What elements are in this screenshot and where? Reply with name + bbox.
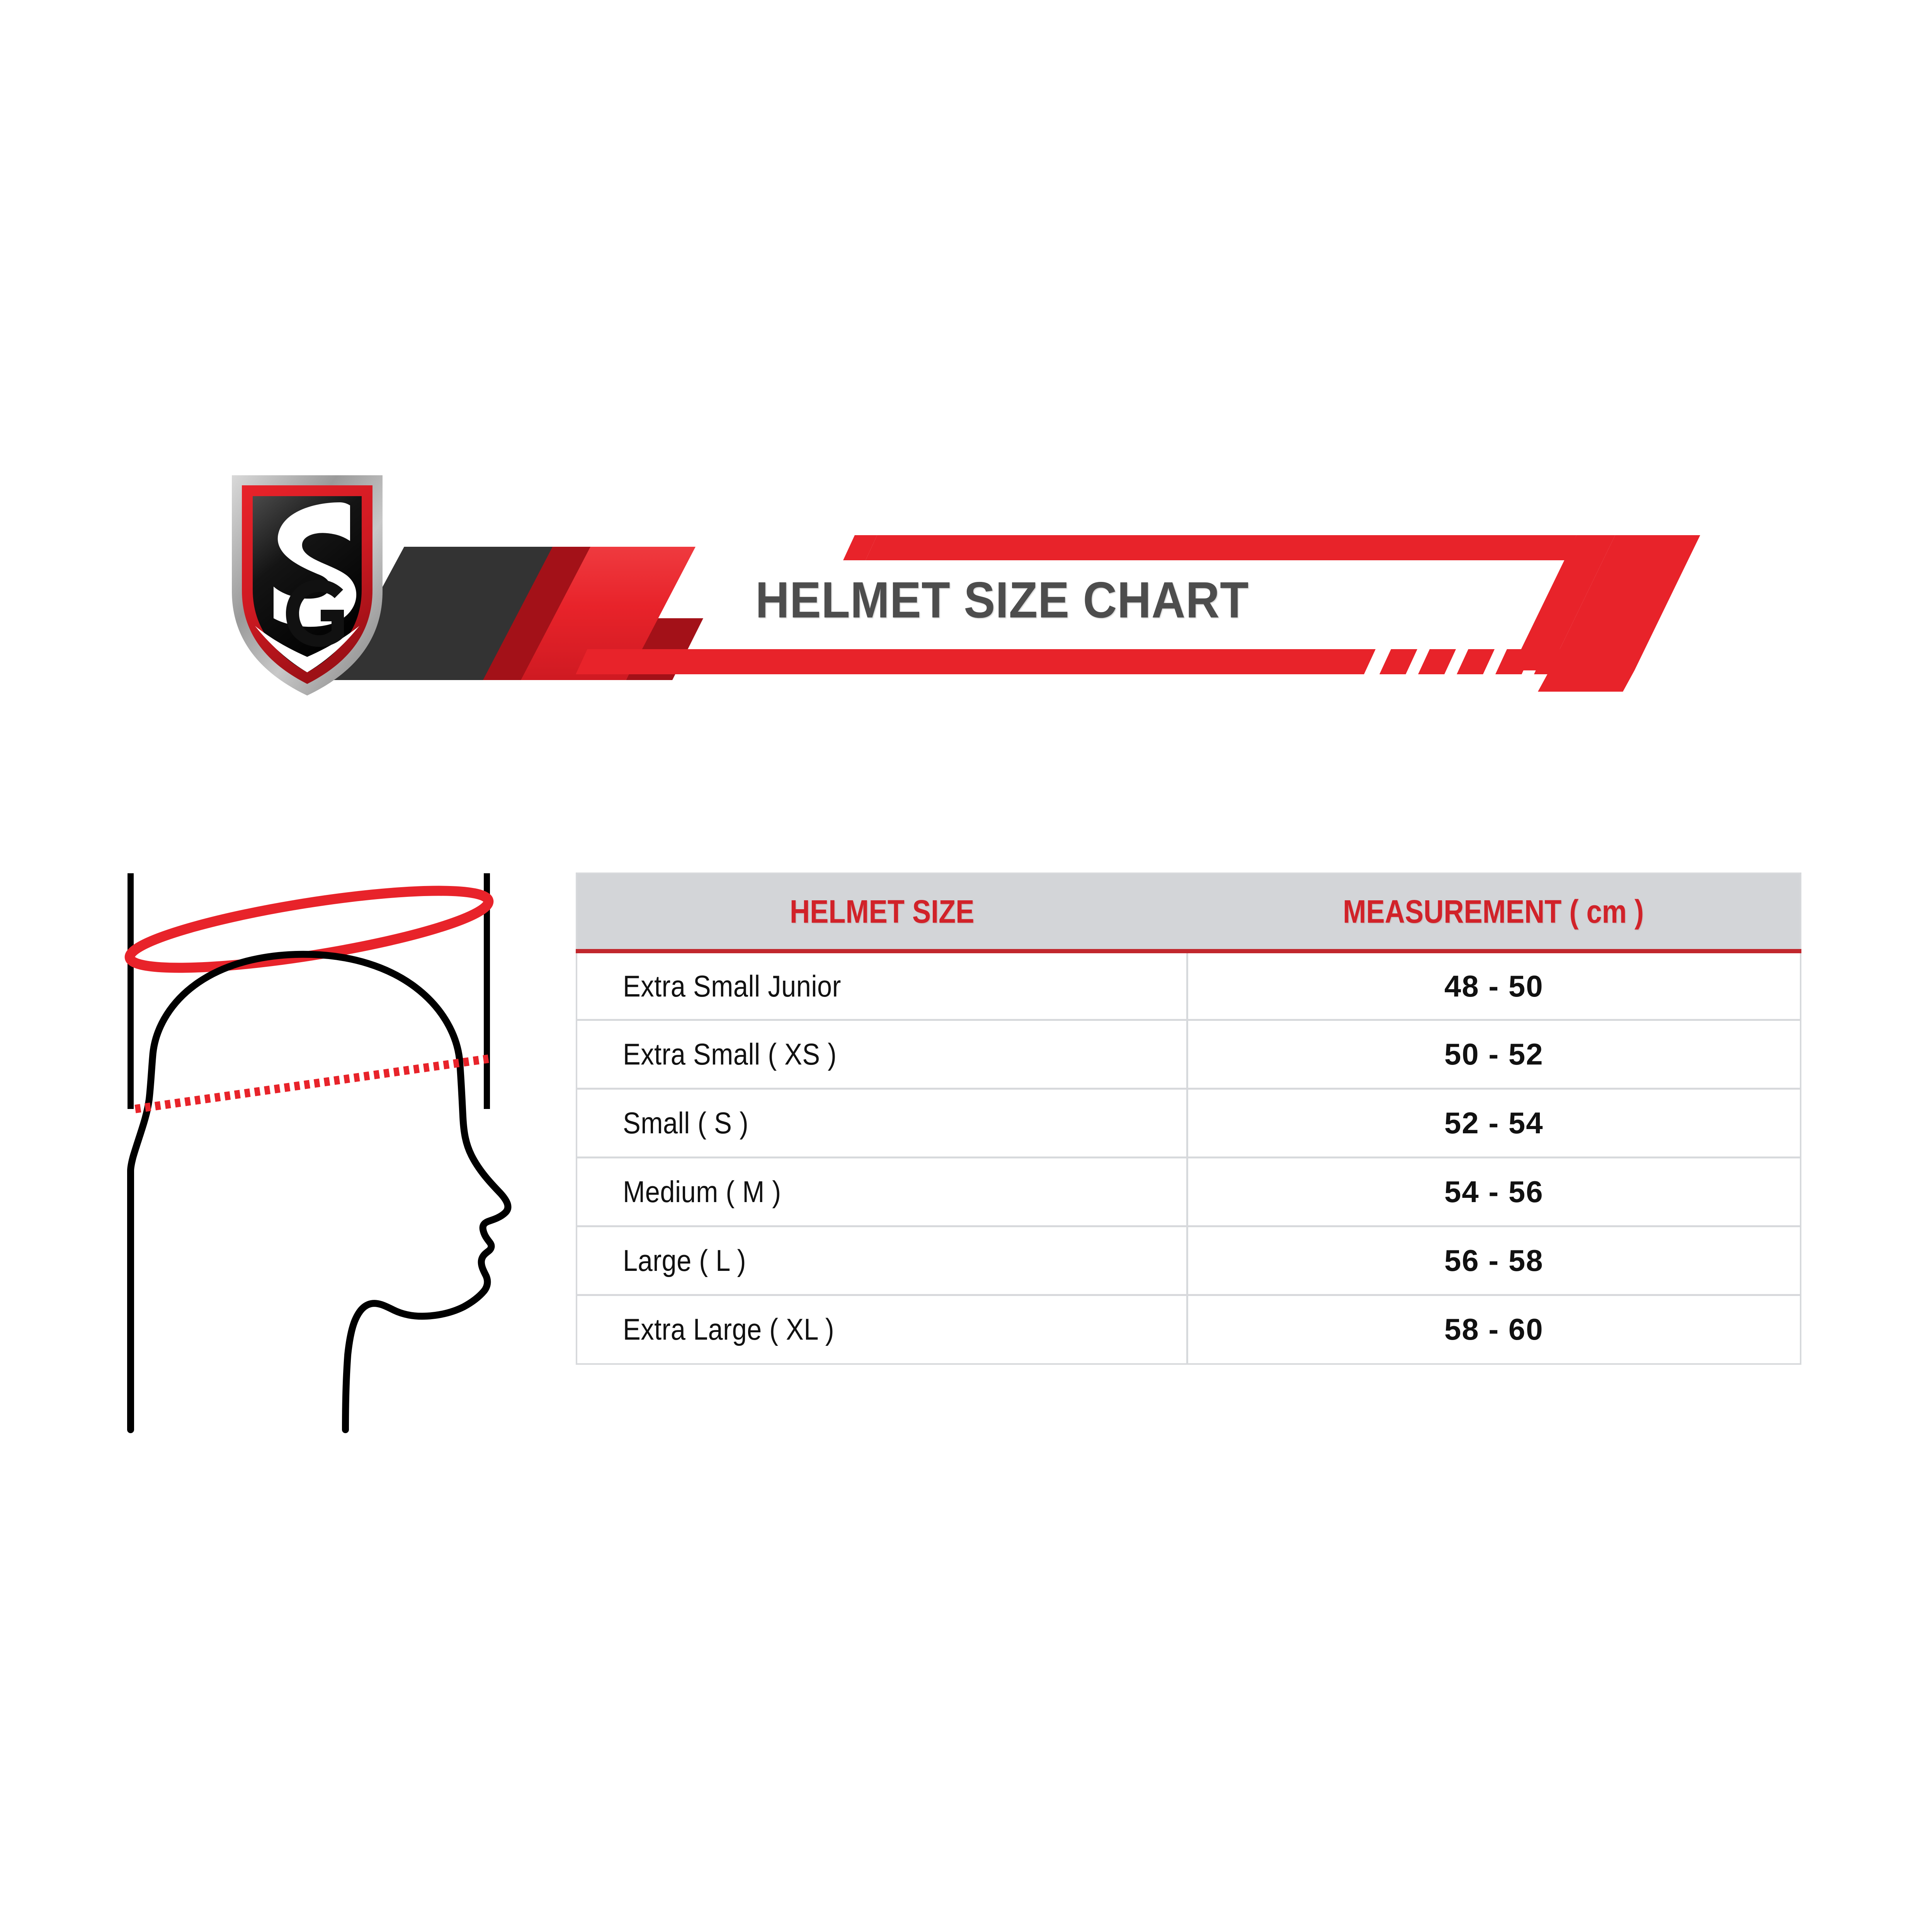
cell-measurement: 52 - 54 [1186, 1088, 1801, 1158]
cell-measurement: 48 - 50 [1186, 951, 1801, 1021]
column-header-helmet-size-label: HELMET SIZE [790, 893, 975, 930]
sg-shield-logo [232, 475, 383, 696]
size-label: Extra Small ( XS ) [623, 1037, 837, 1071]
table-header-row: HELMET SIZE MEASUREMENT ( cm ) [577, 873, 1801, 951]
column-header-helmet-size: HELMET SIZE [577, 873, 1187, 951]
column-header-measurement-label: MEASUREMENT ( cm ) [1343, 893, 1644, 930]
cell-size: Extra Small ( XS ) [577, 1020, 1187, 1090]
size-label: Extra Small Junior [623, 969, 841, 1003]
cell-measurement: 54 - 56 [1186, 1157, 1801, 1227]
banner-ribbon [576, 535, 1700, 692]
cell-size: Small ( S ) [577, 1088, 1187, 1158]
table-row: Extra Small ( XS ) 50 - 52 [577, 1020, 1801, 1090]
cell-size: Medium ( M ) [577, 1157, 1187, 1227]
size-label: Medium ( M ) [623, 1175, 781, 1209]
helmet-size-table: HELMET SIZE MEASUREMENT ( cm ) Extra Sma… [576, 872, 1801, 1365]
table-row: Extra Small Junior 48 - 50 [577, 951, 1801, 1021]
cell-measurement: 56 - 58 [1186, 1226, 1801, 1296]
head-measurement-diagram [100, 862, 556, 1441]
table-body: Extra Small Junior 48 - 50 Extra Small (… [577, 951, 1801, 1364]
cell-size: Large ( L ) [577, 1226, 1187, 1296]
circumference-ellipse [124, 886, 494, 973]
head-profile-outline [127, 951, 512, 1433]
table-row: Large ( L ) 56 - 58 [577, 1226, 1801, 1296]
head-diagram-svg [124, 873, 512, 1433]
banner-graphics [232, 475, 1700, 696]
head-circumference-dotted-line [134, 1054, 489, 1113]
table-row: Small ( S ) 52 - 54 [577, 1088, 1801, 1158]
header-banner [0, 456, 1932, 750]
cell-measurement: 50 - 52 [1186, 1020, 1801, 1090]
table-row: Extra Large ( XL ) 58 - 60 [577, 1295, 1801, 1364]
cell-size: Extra Small Junior [577, 951, 1187, 1021]
size-label: Small ( S ) [623, 1106, 749, 1140]
cell-measurement: 58 - 60 [1186, 1295, 1801, 1364]
size-label: Large ( L ) [623, 1243, 746, 1277]
table-row: Medium ( M ) 54 - 56 [577, 1157, 1801, 1227]
size-label: Extra Large ( XL ) [623, 1312, 835, 1347]
banner-red-stripe [521, 547, 696, 680]
column-header-measurement: MEASUREMENT ( cm ) [1187, 873, 1801, 951]
cell-size: Extra Large ( XL ) [577, 1295, 1187, 1364]
page-title: HELMET SIZE CHART [755, 571, 1249, 628]
table-header: HELMET SIZE MEASUREMENT ( cm ) [577, 873, 1801, 951]
